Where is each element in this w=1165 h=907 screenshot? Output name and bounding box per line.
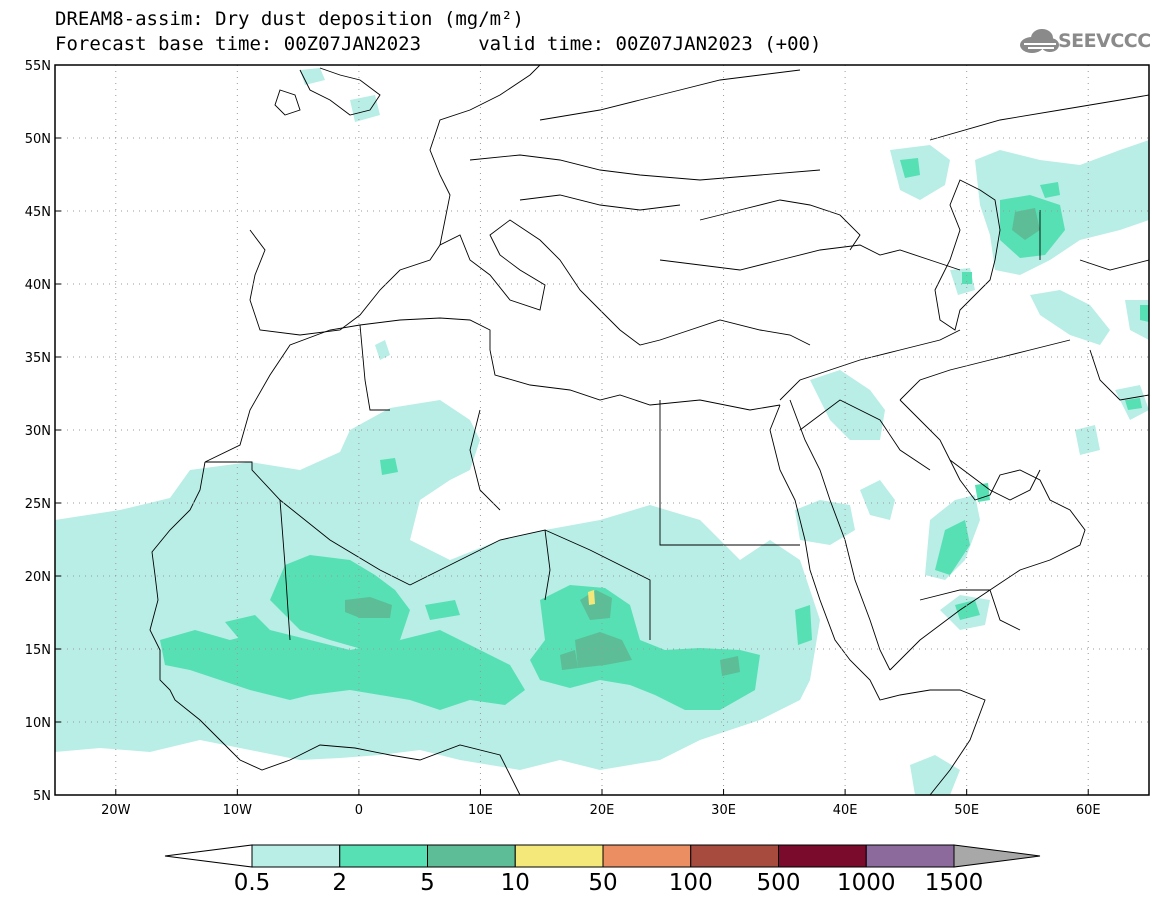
- logo-text: SEEVCCC: [1058, 30, 1151, 52]
- latitude-axis: 55N 50N 45N 40N 35N 30N 25N 20N 15N 10N 5N: [25, 59, 61, 804]
- colorbar-label: 0.5: [234, 870, 271, 896]
- dust-shading: [55, 68, 1149, 795]
- lat-tick-label: 10N: [25, 716, 51, 731]
- forecast-time-label: Forecast base time: 00Z07JAN2023 valid t…: [55, 33, 822, 55]
- lat-tick-label: 50N: [25, 132, 51, 147]
- map-gridlines: [55, 65, 1149, 795]
- lat-tick-label: 45N: [25, 205, 51, 220]
- map-title: DREAM8-assim: Dry dust deposition (mg/m²…: [55, 8, 524, 30]
- colorbar-label: 1500: [925, 870, 984, 896]
- lat-tick-label: 35N: [25, 351, 51, 366]
- lat-tick-label: 25N: [25, 497, 51, 512]
- lon-tick-label: 50E: [954, 803, 979, 818]
- lat-tick-label: 20N: [25, 570, 51, 585]
- lat-tick-label: 15N: [25, 643, 51, 658]
- colorbar-segment: [690, 844, 779, 868]
- colorbar-label: 1000: [837, 870, 896, 896]
- colorbar-label: 5: [420, 870, 435, 896]
- colorbar-over-arrow: [953, 844, 1041, 868]
- colorbar-label: 50: [588, 870, 617, 896]
- lon-tick-label: 20E: [590, 803, 615, 818]
- lon-tick-label: 10W: [223, 803, 253, 818]
- colorbar-segment: [514, 844, 604, 868]
- colorbar-segment: [778, 844, 867, 868]
- lon-tick-label: 20W: [101, 803, 131, 818]
- colorbar-label: 2: [332, 870, 347, 896]
- lon-tick-label: 30E: [711, 803, 736, 818]
- colorbar: 0.5 2 5 10 50 100 500 1000 1500: [164, 844, 1041, 896]
- lat-tick-label: 30N: [25, 424, 51, 439]
- colorbar-label: 10: [501, 870, 530, 896]
- lon-tick-label: 0: [355, 803, 363, 818]
- lon-tick-label: 60E: [1076, 803, 1101, 818]
- colorbar-segment: [865, 844, 955, 868]
- lon-tick-label: 40E: [833, 803, 858, 818]
- coastlines: [149, 65, 1149, 795]
- longitude-axis: 20W 10W 0 10E 20E 30E 40E 50E 60E: [101, 789, 1101, 818]
- lon-tick-label: 10E: [468, 803, 493, 818]
- colorbar-segment: [602, 844, 692, 868]
- colorbar-segment: [251, 844, 341, 868]
- colorbar-segment: [427, 844, 516, 868]
- lat-tick-label: 5N: [33, 789, 51, 804]
- colorbar-label: 500: [757, 870, 801, 896]
- colorbar-under-arrow: [164, 844, 253, 868]
- colorbar-label: 100: [669, 870, 713, 896]
- lat-tick-label: 55N: [25, 59, 51, 74]
- cloud-logo-icon: [1020, 29, 1059, 53]
- colorbar-segment: [339, 844, 428, 868]
- lat-tick-label: 40N: [25, 278, 51, 293]
